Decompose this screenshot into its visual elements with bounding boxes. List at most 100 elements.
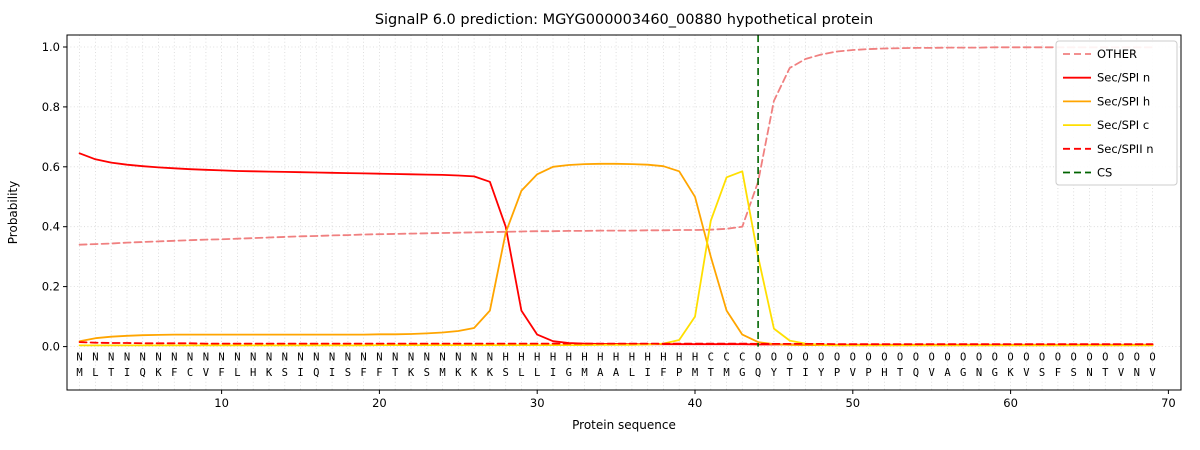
residue-letter: M <box>723 367 729 379</box>
residue-letter: G <box>960 367 966 379</box>
region-letter: H <box>503 352 509 364</box>
residue-letter: N <box>1134 367 1140 379</box>
residue-letter: K <box>487 367 494 379</box>
residue-letter: T <box>708 367 715 379</box>
region-letter: O <box>1134 352 1140 364</box>
plot-border <box>66 34 1182 391</box>
residue-letter: T <box>108 367 115 379</box>
y-tick-label: 0.4 <box>42 220 60 234</box>
residue-letter: H <box>250 367 256 379</box>
residue-letter: K <box>455 367 462 379</box>
residue-letter: T <box>787 367 794 379</box>
region-letter: C <box>708 352 714 364</box>
region-letter: O <box>960 352 966 364</box>
residue-letter: M <box>692 367 698 379</box>
residue-letter: K <box>408 367 415 379</box>
x-tick-label: 40 <box>688 396 703 410</box>
residue-letter: G <box>566 367 572 379</box>
series-line-sec-spii-n <box>78 341 1154 346</box>
region-letter: N <box>392 352 398 364</box>
x-tick-label: 30 <box>530 396 545 410</box>
residue-letter: L <box>92 367 98 379</box>
region-letter: O <box>1102 352 1108 364</box>
region-letter: O <box>1007 352 1013 364</box>
residue-letter: N <box>1086 367 1092 379</box>
region-letter: H <box>597 352 603 364</box>
region-letter: O <box>1071 352 1077 364</box>
region-letter: N <box>234 352 240 364</box>
residue-letter: F <box>171 367 177 379</box>
region-letter: H <box>550 352 556 364</box>
x-tick-label: 20 <box>372 396 387 410</box>
residue-letter: I <box>297 367 303 379</box>
region-letter: H <box>629 352 635 364</box>
residue-letter: V <box>1118 367 1125 379</box>
region-letter: O <box>818 352 824 364</box>
x-tick-label: 70 <box>1161 396 1176 410</box>
residue-letter: P <box>865 367 871 379</box>
residue-letter: S <box>1071 367 1077 379</box>
region-letter: O <box>787 352 793 364</box>
region-letter: N <box>345 352 351 364</box>
region-letter: N <box>124 352 130 364</box>
residue-letter: K <box>266 367 273 379</box>
residue-letter: I <box>802 367 808 379</box>
residue-letter: S <box>503 367 509 379</box>
region-letter: N <box>471 352 477 364</box>
x-tick-label: 10 <box>214 396 229 410</box>
region-letter: O <box>1149 352 1155 364</box>
region-letter: N <box>155 352 161 364</box>
region-letter: H <box>534 352 540 364</box>
region-letter: O <box>1118 352 1124 364</box>
residue-letter: M <box>439 367 445 379</box>
region-letter: O <box>1039 352 1045 364</box>
region-letter: N <box>140 352 146 364</box>
x-tick-label: 60 <box>1003 396 1018 410</box>
region-letter: H <box>518 352 524 364</box>
region-letter: H <box>645 352 651 364</box>
region-letter: H <box>566 352 572 364</box>
region-letter: N <box>218 352 224 364</box>
residue-letter: F <box>1055 367 1061 379</box>
residue-letter: T <box>897 367 904 379</box>
region-letter: O <box>755 352 761 364</box>
residue-letter: C <box>187 367 193 379</box>
residue-letter: V <box>929 367 936 379</box>
residue-letter: V <box>850 367 857 379</box>
series-line-other <box>78 46 1154 246</box>
region-letter: N <box>187 352 193 364</box>
region-letter: C <box>739 352 745 364</box>
region-letter: O <box>1023 352 1029 364</box>
region-letter: H <box>660 352 666 364</box>
region-letter: O <box>897 352 903 364</box>
legend-label-sec-spi-c: Sec/SPI c <box>1097 118 1149 132</box>
region-letter: O <box>929 352 935 364</box>
residue-letter: F <box>376 367 382 379</box>
region-letter: N <box>282 352 288 364</box>
region-letter: N <box>266 352 272 364</box>
region-letter: N <box>424 352 430 364</box>
residue-letter: K <box>471 367 478 379</box>
region-letter: H <box>676 352 682 364</box>
residue-letter: P <box>834 367 840 379</box>
sequence-letters: NMNLNTNINQNKNFNCNVNFNLNHNKNSNINQNINSNFNF… <box>76 352 1156 380</box>
residue-letter: I <box>329 367 335 379</box>
y-tick-label: 0.6 <box>42 160 60 174</box>
residue-letter: S <box>424 367 430 379</box>
residue-letter: L <box>234 367 240 379</box>
y-tick-label: 0.8 <box>42 100 60 114</box>
legend-label-sec-spi-h: Sec/SPI h <box>1097 94 1150 108</box>
legend-label-sec-spi-n: Sec/SPI n <box>1097 71 1150 85</box>
residue-letter: S <box>345 367 351 379</box>
region-letter: O <box>834 352 840 364</box>
residue-letter: G <box>739 367 745 379</box>
residue-letter: K <box>1007 367 1014 379</box>
y-axis-label: Probability <box>6 181 20 244</box>
residue-letter: K <box>155 367 162 379</box>
residue-letter: M <box>76 367 82 379</box>
region-letter: O <box>771 352 777 364</box>
region-letter: N <box>360 352 366 364</box>
region-letter: O <box>802 352 808 364</box>
